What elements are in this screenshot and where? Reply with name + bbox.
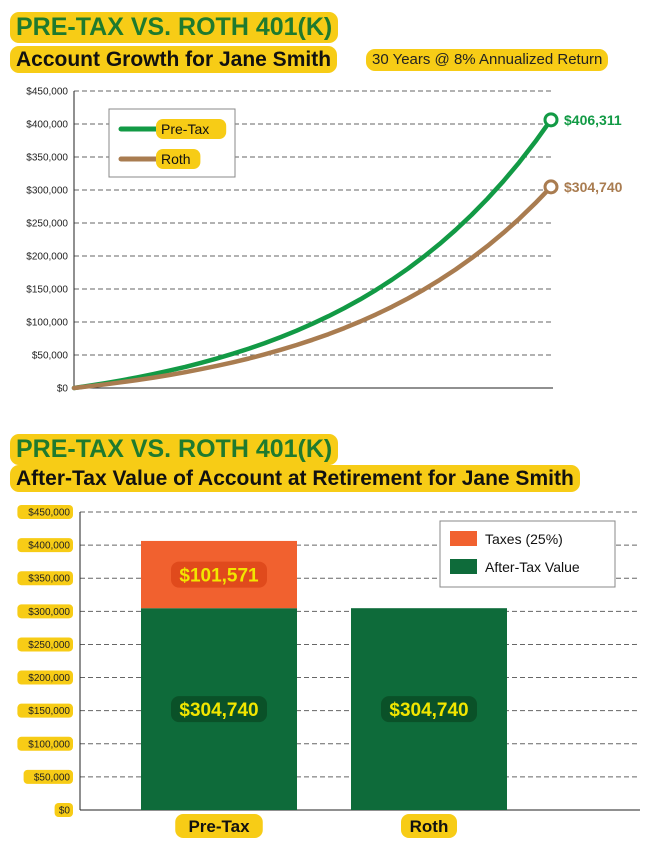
category-label-pre-tax: Pre-Tax: [188, 817, 250, 836]
y-tick-label: $250,000: [28, 640, 70, 651]
y-tick-label: $350,000: [26, 153, 68, 164]
y-tick-label: $400,000: [28, 541, 70, 552]
series-line-roth: [71, 184, 554, 391]
y-tick-bg: [17, 505, 73, 519]
legend-label-taxes-25-: Taxes (25%): [485, 531, 563, 547]
legend-label-bg: [156, 149, 201, 169]
y-tick-label: $0: [59, 806, 71, 817]
data-label-bg: [171, 696, 267, 723]
data-label-roth-after-tax-value: $304,740: [389, 700, 468, 721]
y-tick-label: $150,000: [26, 285, 68, 296]
chart1-subtitle: Account Growth for Jane Smith: [10, 46, 338, 73]
series-line-pre-tax: [71, 117, 554, 391]
data-label-bg: [381, 696, 477, 723]
category-label-bg: [175, 814, 263, 838]
chart1-title: PRE-TAX VS. ROTH 401(K): [10, 12, 339, 43]
y-tick-label: $50,000: [34, 772, 71, 783]
legend-label-bg: [156, 119, 227, 139]
y-tick-bg: [17, 703, 73, 718]
y-tick-label: $250,000: [26, 219, 68, 230]
end-marker-pre-tax: [543, 112, 559, 128]
y-tick-label: $0: [57, 384, 69, 395]
y-tick-label: $300,000: [26, 186, 68, 197]
y-tick-label: $400,000: [26, 120, 68, 131]
y-tick-bg: [17, 637, 73, 652]
y-tick-label: $200,000: [28, 673, 70, 684]
y-tick-bg: [17, 571, 73, 586]
chart2-subtitle: After-Tax Value of Account at Retirement…: [10, 465, 580, 492]
y-tick-label: $300,000: [28, 607, 70, 618]
y-tick-label: $450,000: [28, 508, 70, 519]
legend-swatch-after-tax-value: [450, 559, 477, 574]
legend-label-roth: Roth: [161, 151, 191, 167]
y-tick-bg: [17, 604, 73, 619]
chart2-title: PRE-TAX VS. ROTH 401(K): [10, 434, 339, 465]
y-tick-label: $50,000: [32, 351, 69, 362]
end-label-pre-tax: $406,311: [564, 112, 622, 128]
data-label-bg: [171, 561, 267, 588]
y-tick-label: $150,000: [28, 706, 70, 717]
growth-line-chart: $0 $50,000 $100,000 $150,000 $200,000 $250,00…: [26, 87, 623, 395]
legend-label-after-tax-value: After-Tax Value: [485, 559, 580, 575]
y-tick-label: $350,000: [28, 574, 70, 585]
category-label-bg: [401, 814, 457, 838]
data-label-pre-tax-taxes-25-: $101,571: [179, 566, 259, 587]
y-tick-bg: [17, 736, 73, 751]
category-label-roth: Roth: [410, 817, 449, 836]
chart1-note: 30 Years @ 8% Annualized Return: [366, 49, 609, 71]
y-tick-label: $450,000: [26, 87, 68, 98]
end-marker-roth: [543, 179, 559, 195]
y-tick-label: $100,000: [28, 739, 70, 750]
y-tick-bg: [23, 769, 74, 784]
y-tick-bg: [17, 538, 73, 553]
y-tick-label: $200,000: [26, 252, 68, 263]
legend-swatch-taxes-25-: [450, 531, 477, 546]
data-label-pre-tax-after-tax-value: $304,740: [179, 700, 258, 721]
y-tick-bg: [17, 670, 73, 685]
legend-label-pre-tax: Pre-Tax: [161, 121, 209, 137]
y-tick-label: $100,000: [26, 318, 68, 329]
y-tick-bg: [54, 803, 73, 817]
end-label-roth: $304,740: [564, 179, 623, 195]
